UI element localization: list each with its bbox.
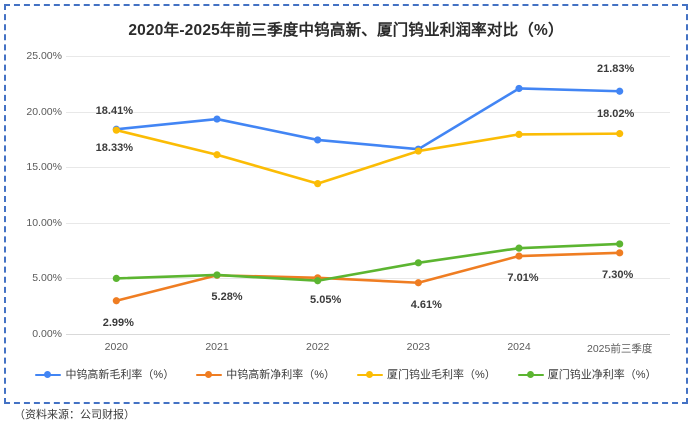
- series-2: [112, 126, 624, 188]
- x-axis-tick-label: 2024: [507, 341, 531, 353]
- data-point[interactable]: [213, 115, 221, 123]
- line-marker-icon: [517, 369, 544, 380]
- legend-item-1[interactable]: 中钨高新净利率（%）: [196, 366, 335, 382]
- data-point[interactable]: [616, 87, 624, 95]
- y-axis-tick-label: 20.00%: [26, 105, 62, 118]
- gridline: [66, 278, 670, 280]
- data-label: 7.01%: [507, 272, 539, 285]
- legend-label: 厦门钨业净利率（%）: [547, 369, 657, 381]
- gridline: [66, 222, 670, 224]
- legend-label: 厦门钨业毛利率（%）: [387, 369, 496, 381]
- data-point[interactable]: [314, 277, 322, 285]
- legend-item-2[interactable]: 厦门钨业毛利率（%）: [357, 366, 496, 382]
- y-axis-tick-label: 0.00%: [32, 328, 62, 340]
- data-point[interactable]: [414, 147, 422, 155]
- data-point[interactable]: [414, 259, 422, 267]
- line-marker-icon: [35, 369, 62, 380]
- series-0: [112, 84, 624, 153]
- data-point[interactable]: [213, 151, 221, 159]
- gridline: [66, 334, 670, 335]
- series-3: [112, 240, 624, 285]
- series-line: [115, 251, 621, 303]
- line-marker-icon: [196, 369, 223, 380]
- y-axis-tick-label: 5.00%: [32, 272, 62, 285]
- chart-title: 2020年-2025年前三季度中钨高新、厦门钨业利润率对比（%）: [128, 22, 564, 39]
- data-point[interactable]: [616, 249, 624, 257]
- y-axis-tick-label: 10.00%: [26, 216, 62, 229]
- y-axis-tick-label: 25.00%: [26, 50, 62, 62]
- data-point[interactable]: [515, 244, 523, 252]
- data-label: 7.30%: [602, 268, 634, 281]
- data-point[interactable]: [112, 126, 120, 134]
- x-axis-tick-label: 2020: [104, 341, 129, 353]
- data-label: 21.83%: [597, 63, 635, 76]
- line-marker-icon: [357, 369, 383, 380]
- data-label: 18.41%: [95, 105, 133, 118]
- legend-label: 中钨高新净利率（%）: [226, 369, 335, 381]
- series-line: [115, 128, 621, 185]
- data-label: 18.02%: [597, 107, 635, 120]
- data-point[interactable]: [515, 252, 523, 260]
- y-axis-tick-label: 15.00%: [26, 161, 62, 174]
- data-point[interactable]: [314, 136, 322, 144]
- series-1: [112, 249, 624, 305]
- gridline: [66, 111, 670, 113]
- data-point[interactable]: [616, 240, 624, 248]
- legend-item-3[interactable]: 厦门钨业净利率（%）: [517, 366, 657, 382]
- data-point[interactable]: [414, 279, 422, 287]
- data-label: 2.99%: [102, 316, 134, 329]
- data-label: 5.28%: [211, 291, 243, 304]
- data-point[interactable]: [213, 271, 221, 279]
- data-point[interactable]: [515, 84, 523, 93]
- legend-item-0[interactable]: 中钨高新毛利率（%）: [35, 366, 174, 382]
- data-point[interactable]: [112, 297, 120, 305]
- gridline: [66, 56, 670, 57]
- x-axis-tick-label: 2021: [205, 341, 229, 353]
- legend-label: 中钨高新毛利率（%）: [65, 369, 175, 381]
- data-point[interactable]: [515, 130, 523, 138]
- x-axis-tick-label: 2022: [305, 341, 330, 353]
- source-note: （资料来源：公司财报）: [14, 409, 135, 421]
- chart-legend: 中钨高新毛利率（%） 中钨高新净利率（%） 厦门钨业毛利率（%） 厦门钨业净利率（%）: [0, 366, 692, 382]
- data-label: 18.33%: [95, 142, 133, 155]
- series-line: [115, 242, 621, 283]
- data-point[interactable]: [616, 130, 624, 138]
- data-label: 4.61%: [410, 298, 442, 311]
- x-axis-tick-label: 2023: [406, 341, 431, 353]
- series-line: [115, 87, 621, 151]
- x-axis-tick-label: 2025前三季度: [586, 343, 653, 355]
- data-point[interactable]: [314, 180, 322, 188]
- data-label: 5.05%: [310, 293, 342, 306]
- data-point[interactable]: [112, 274, 120, 282]
